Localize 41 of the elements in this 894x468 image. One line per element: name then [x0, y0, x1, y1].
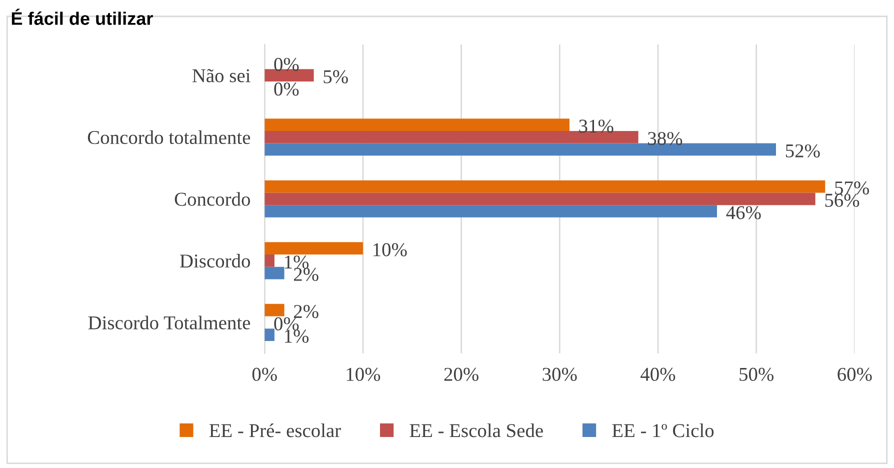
bar: [264, 205, 717, 218]
y-tick-label: Não sei: [192, 68, 250, 82]
y-tick-label: Concordo totalmente: [88, 130, 250, 144]
bar: [264, 328, 274, 341]
x-tick-label: 40%: [640, 368, 676, 381]
text: 52%: [786, 144, 820, 158]
text: 46%: [726, 206, 761, 220]
text: 38%: [648, 132, 682, 146]
text: 2%: [294, 268, 318, 282]
y-tick-label: Concordo: [174, 192, 250, 206]
text: 1%: [285, 256, 309, 269]
bar: [264, 192, 816, 206]
bar: [264, 118, 570, 131]
bar: [264, 254, 274, 267]
y-tick-label: Discordo: [180, 254, 250, 268]
text: 0%: [274, 82, 299, 96]
text: 5%: [324, 70, 348, 84]
bar: [264, 266, 284, 280]
x-tick-label: 60%: [838, 368, 872, 381]
bar: [264, 69, 314, 82]
text: 57%: [835, 181, 869, 195]
bar: [264, 304, 284, 316]
y-tick-label: Discordo Totalmente: [88, 316, 250, 330]
bar: [264, 180, 826, 193]
legend-label: EE - Escola Sede: [410, 424, 543, 438]
x-tick-label: 0%: [252, 368, 277, 381]
text: É fácil de utilizar: [12, 8, 153, 25]
legend-label: EE - 1º Ciclo: [612, 424, 714, 438]
x-tick-label: 30%: [542, 368, 577, 381]
text: 2%: [294, 304, 318, 318]
text: 56%: [825, 194, 860, 207]
text: 1%: [285, 330, 309, 343]
x-tick-label: 10%: [346, 368, 380, 381]
text: 31%: [579, 120, 614, 133]
text: 0%: [274, 317, 299, 330]
text: 0%: [274, 58, 299, 72]
legend-label: EE - Pré- escolar: [209, 423, 341, 438]
bar: [264, 242, 363, 254]
x-tick-label: 20%: [444, 368, 478, 381]
text: 10%: [374, 243, 407, 256]
x-tick-label: 50%: [740, 368, 774, 381]
